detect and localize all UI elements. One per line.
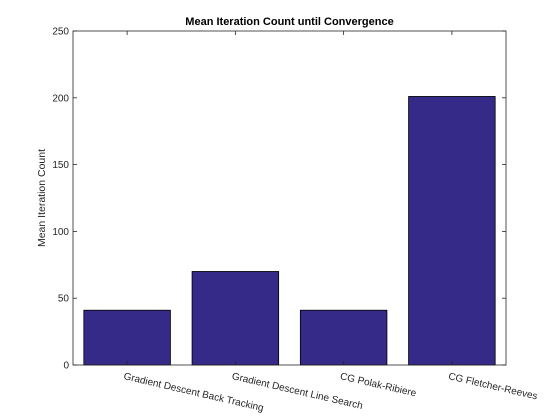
bar-0	[83, 309, 171, 366]
x-tick-label: CG Fletcher-Reeves	[447, 371, 538, 402]
bar-3	[408, 96, 496, 366]
y-tick-label: 100	[52, 227, 69, 238]
y-tick-label: 0	[63, 361, 69, 372]
y-tick-label: 50	[58, 294, 70, 305]
x-tick-label: CG Polak-Ribiere	[339, 371, 418, 399]
bar-1	[191, 271, 280, 366]
chart-title: Mean Iteration Count until Convergence	[185, 16, 393, 28]
bars-group	[83, 96, 496, 366]
y-tick-label: 150	[52, 160, 69, 171]
y-ticks-group: 0 50 100 150 200 250	[52, 27, 506, 372]
y-axis-label: Mean Iteration Count	[36, 149, 48, 247]
y-tick-label: 250	[52, 27, 69, 38]
bar-2	[299, 309, 388, 366]
plot-frame	[72, 30, 507, 366]
y-tick-label: 200	[52, 93, 69, 104]
